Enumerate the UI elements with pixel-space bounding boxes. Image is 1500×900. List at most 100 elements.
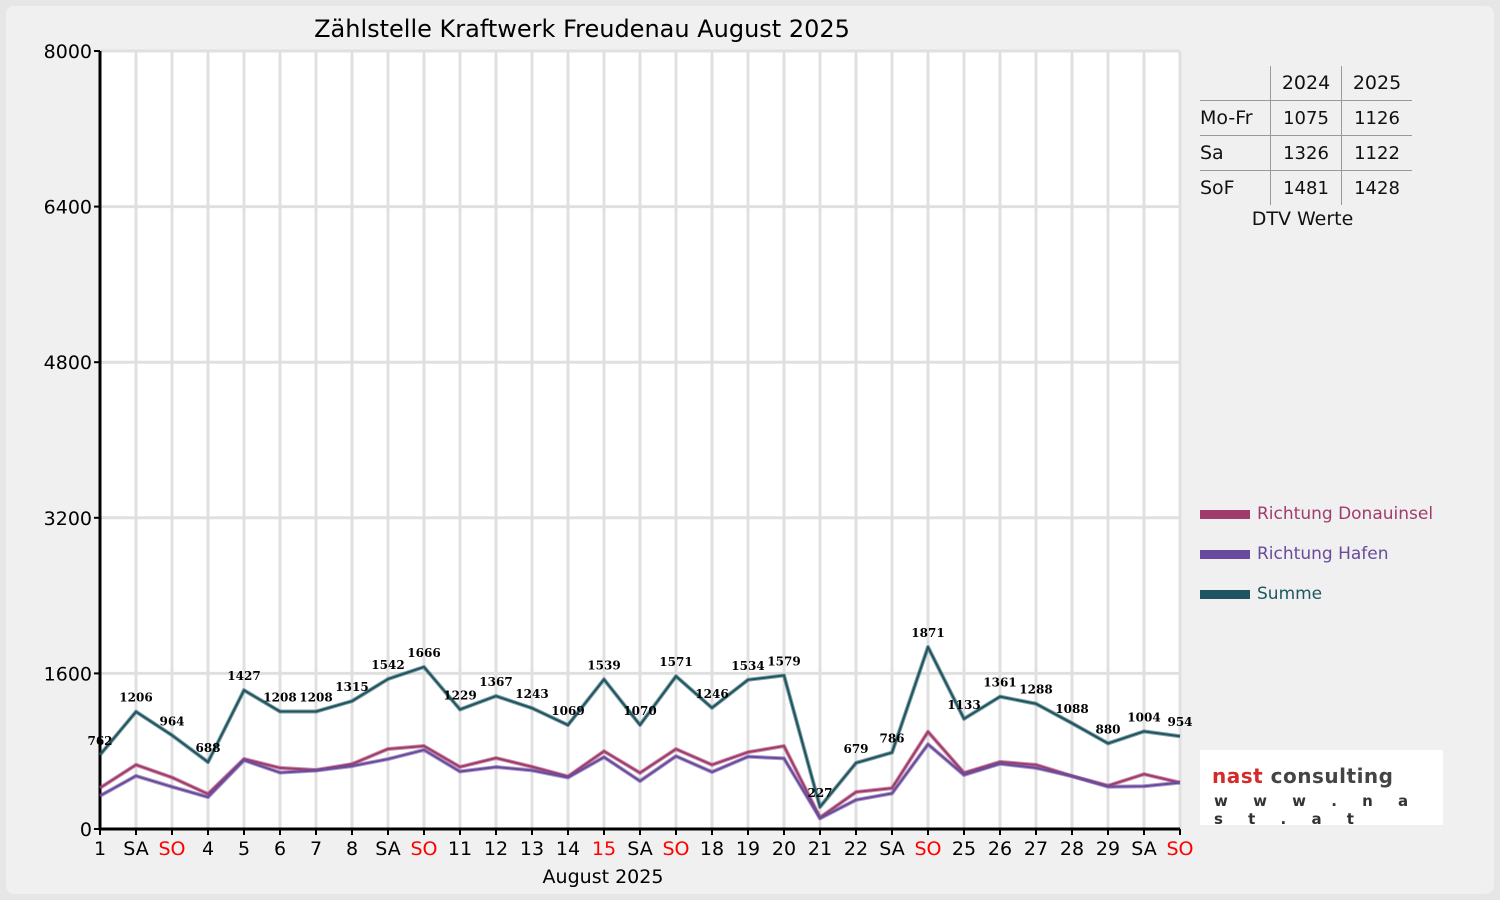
x-tick-label: 5 — [238, 838, 250, 860]
logo-wordmark: nast consulting — [1212, 764, 1393, 788]
data-label: 1361 — [983, 676, 1016, 690]
x-tick-label: SO — [410, 838, 437, 860]
x-tick-label: 27 — [1024, 838, 1048, 860]
x-tick-label: SA — [375, 838, 400, 860]
dtv-caption: DTV Werte — [1251, 208, 1354, 230]
data-label: 1288 — [1019, 683, 1052, 697]
data-label: 679 — [843, 742, 868, 756]
data-label: 1004 — [1127, 710, 1160, 724]
data-label: 1666 — [407, 646, 440, 660]
x-tick-label: SO — [158, 838, 185, 860]
legend-item-summe: Summe — [1200, 574, 1433, 614]
chart-title: Zählstelle Kraftwerk Freudenau August 20… — [314, 15, 850, 43]
data-label: 227 — [807, 786, 832, 800]
dtv-value-2024: 1075 — [1270, 100, 1342, 136]
dtv-table: 2024 2025 Mo-Fr 1075 1126 Sa 1326 1122 S… — [1200, 66, 1412, 205]
y-tick-label: 3200 — [44, 508, 92, 530]
dtv-row-label: SoF — [1200, 170, 1271, 205]
legend-item-donauinsel: Richtung Donauinsel — [1200, 494, 1433, 534]
x-tick-label: 15 — [592, 838, 616, 860]
x-tick-label: 7 — [310, 838, 322, 860]
dtv-value-2025: 1122 — [1341, 135, 1412, 171]
data-label: 1229 — [443, 688, 476, 702]
data-label: 1534 — [731, 659, 764, 673]
dtv-row-label: Sa — [1200, 135, 1271, 171]
logo-word-consulting: consulting — [1270, 764, 1394, 788]
legend-swatch — [1200, 509, 1250, 519]
data-label: 1246 — [695, 687, 728, 701]
x-tick-label: 1 — [94, 838, 106, 860]
x-tick-label: 19 — [736, 838, 760, 860]
legend: Richtung Donauinsel Richtung Hafen Summe — [1200, 494, 1433, 614]
data-label: 880 — [1095, 722, 1120, 736]
x-tick-label: 28 — [1060, 838, 1084, 860]
dtv-value-2025: 1428 — [1341, 170, 1412, 205]
logo-url: w w w . n a s t . a t — [1214, 792, 1419, 828]
legend-label: Richtung Donauinsel — [1257, 504, 1434, 524]
data-label: 1088 — [1055, 702, 1088, 716]
data-label: 1206 — [119, 691, 152, 705]
legend-label: Summe — [1257, 584, 1323, 604]
x-tick-label: SA — [123, 838, 148, 860]
series-line-richtung-hafen — [99, 743, 1181, 820]
x-tick-label: 18 — [700, 838, 724, 860]
x-tick-label: SA — [627, 838, 652, 860]
data-label: 1539 — [587, 658, 620, 672]
data-label: 1208 — [299, 691, 332, 705]
x-tick-label: SA — [1131, 838, 1156, 860]
x-tick-label: 8 — [346, 838, 358, 860]
dtv-row: Mo-Fr 1075 1126 — [1200, 100, 1412, 136]
y-tick-label: 0 — [80, 819, 92, 841]
y-tick-label: 4800 — [44, 352, 92, 374]
dtv-row: SoF 1481 1428 — [1200, 170, 1412, 205]
x-axis-title: August 2025 — [543, 866, 664, 888]
x-tick-label: 11 — [448, 838, 472, 860]
data-label: 786 — [879, 732, 904, 746]
dtv-value-2024: 1326 — [1270, 135, 1342, 171]
dtv-header-empty — [1200, 66, 1271, 101]
dtv-value-2025: 1126 — [1341, 100, 1412, 136]
x-tick-label: 25 — [952, 838, 976, 860]
data-label: 964 — [159, 714, 184, 728]
x-tick-label: SO — [914, 838, 941, 860]
x-tick-label: 4 — [202, 838, 214, 860]
x-tick-label: 20 — [772, 838, 796, 860]
x-tick-label: 26 — [988, 838, 1012, 860]
x-tick-label: 22 — [844, 838, 868, 860]
legend-item-hafen: Richtung Hafen — [1200, 534, 1433, 574]
data-label: 1579 — [767, 654, 800, 668]
x-tick-label: SO — [662, 838, 689, 860]
dtv-header-2024: 2024 — [1270, 66, 1342, 101]
data-label: 1243 — [515, 687, 548, 701]
logo-word-nast: nast — [1212, 764, 1264, 788]
x-tick-label: SA — [879, 838, 904, 860]
x-tick-label: 13 — [520, 838, 544, 860]
data-label: 1571 — [659, 655, 692, 669]
data-label: 1133 — [947, 698, 980, 712]
x-tick-label: SO — [1166, 838, 1193, 860]
dtv-value-2024: 1481 — [1270, 170, 1342, 205]
data-label: 1542 — [371, 658, 404, 672]
data-label: 1315 — [335, 680, 368, 694]
nast-consulting-logo: nast consulting w w w . n a s t . a t — [1200, 750, 1443, 828]
data-label: 1070 — [623, 704, 656, 718]
x-tick-label: 21 — [808, 838, 832, 860]
legend-swatch — [1200, 549, 1250, 559]
dtv-row: Sa 1326 1122 — [1200, 135, 1412, 171]
data-label: 762 — [87, 734, 112, 748]
dtv-row-label: Mo-Fr — [1200, 100, 1271, 136]
dtv-header-2025: 2025 — [1341, 66, 1412, 101]
series-line-summe — [99, 646, 1181, 808]
data-label: 954 — [1167, 715, 1192, 729]
data-label: 688 — [195, 741, 220, 755]
y-tick-label: 8000 — [44, 41, 92, 63]
data-label: 1367 — [479, 675, 512, 689]
y-tick-label: 6400 — [44, 197, 92, 219]
dtv-header-row: 2024 2025 — [1200, 66, 1412, 101]
x-tick-label: 29 — [1096, 838, 1120, 860]
y-tick-label: 1600 — [44, 663, 92, 685]
legend-swatch — [1200, 589, 1250, 599]
x-tick-label: 6 — [274, 838, 286, 860]
data-label: 1871 — [911, 626, 944, 640]
